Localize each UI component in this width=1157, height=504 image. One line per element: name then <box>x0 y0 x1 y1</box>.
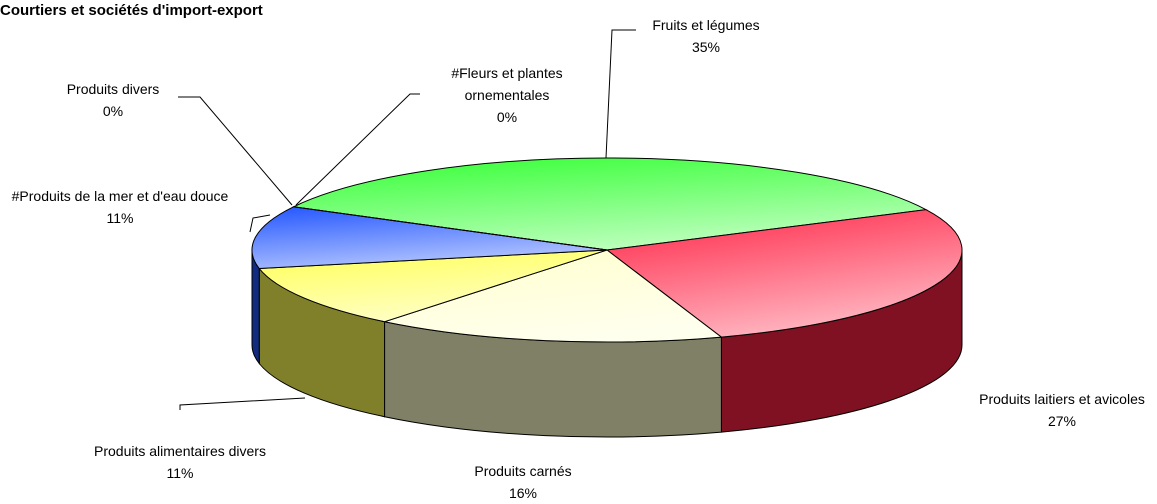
value-label: 27% <box>1047 413 1077 429</box>
slice-label: Produits laitiers et avicoles 27% <box>957 388 1157 432</box>
value-label: 11% <box>166 465 194 481</box>
leader-line <box>605 29 636 159</box>
leader-line <box>295 93 420 206</box>
value-label: 16% <box>508 485 538 501</box>
slice <box>293 206 608 251</box>
slice-label: Produits carnés 16% <box>423 460 623 504</box>
category-name: #Produits de la mer et d'eau douce <box>11 188 229 204</box>
category-name: Produits divers <box>66 81 160 97</box>
category-name: Produits laitiers et avicoles <box>979 391 1145 407</box>
value-label: 35% <box>691 39 721 55</box>
slice <box>382 249 723 343</box>
slice <box>291 157 928 251</box>
value-label: 0% <box>496 109 518 125</box>
slice-label: Fruits et légumes 35% <box>606 14 806 58</box>
leader-line <box>179 397 306 410</box>
chart-title: Courtiers et sociétés d'import-export <box>0 2 263 19</box>
slice <box>251 206 608 270</box>
slice-label: Produits alimentaires divers 11% <box>50 440 310 484</box>
slice-label: #Fleurs et plantes ornementales 0% <box>422 62 592 128</box>
value-label: 11% <box>106 210 134 226</box>
slice <box>258 249 608 323</box>
category-name: Produits alimentaires divers <box>94 443 266 459</box>
value-label: 0% <box>102 103 124 119</box>
slice-label: Produits divers 0% <box>33 78 193 122</box>
category-name: Produits carnés <box>474 463 572 479</box>
category-name: #Fleurs et plantes ornementales <box>451 65 563 103</box>
slice <box>605 209 963 338</box>
slice-label: #Produits de la mer et d'eau douce 11% <box>0 185 240 229</box>
leader-line <box>249 214 271 233</box>
leader-line <box>178 96 293 206</box>
category-name: Fruits et légumes <box>652 17 760 33</box>
